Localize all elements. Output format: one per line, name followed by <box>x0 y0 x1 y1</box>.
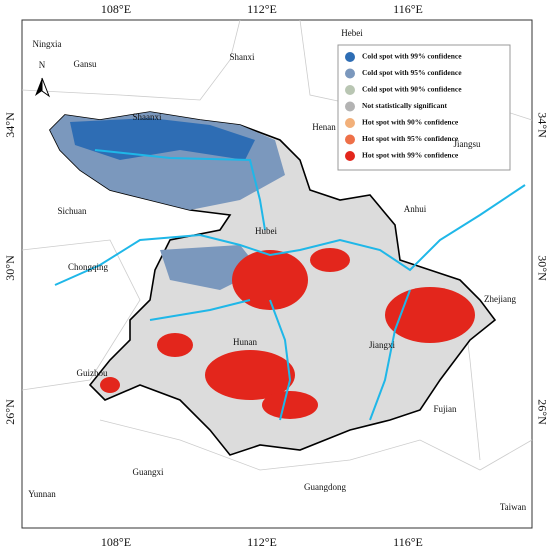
legend-box <box>337 44 511 171</box>
region-label: Hunan <box>233 337 257 347</box>
legend-swatch <box>345 52 355 62</box>
region-label: Ningxia <box>33 39 62 49</box>
legend-label: Not statistically significant <box>362 101 447 110</box>
region-label: Gansu <box>74 59 97 69</box>
legend-label: Cold spot with 99% confidence <box>362 52 462 61</box>
region-label: Fujian <box>433 404 457 414</box>
legend-swatch <box>345 134 355 145</box>
lat-label: 30°N <box>3 255 17 281</box>
lon-label: 116°E <box>393 535 423 549</box>
lat-label: 26°N <box>3 399 17 425</box>
lon-label: 112°E <box>247 2 277 16</box>
legend-label: Hot spot with 95% confidence <box>362 134 459 143</box>
region-label: Yunnan <box>28 489 56 499</box>
lon-label: 116°E <box>393 2 423 16</box>
region-label: Hebei <box>341 28 363 38</box>
legend-swatch <box>345 151 355 161</box>
lon-label: 112°E <box>247 535 277 549</box>
legend-swatch <box>345 101 355 112</box>
legend-label: Hot spot with 99% confidence <box>362 151 459 160</box>
north-arrow: N <box>35 60 51 98</box>
arrow-right <box>41 77 51 98</box>
region-label: Jiangxi <box>369 340 395 350</box>
region-label: Chongqing <box>68 262 109 272</box>
legend-swatch <box>345 68 355 79</box>
region-label: Guizhou <box>77 368 108 378</box>
hot-zones <box>100 248 475 419</box>
region-label: Anhui <box>404 204 427 214</box>
legend-label: Hot spot with 90% confidence <box>362 118 459 127</box>
region-label: Henan <box>312 122 336 132</box>
lon-label: 108°E <box>101 2 131 16</box>
lat-label: 30°N <box>535 255 549 281</box>
legend-swatch <box>345 118 355 128</box>
region-label: Zhejiang <box>484 294 516 304</box>
region-label: Sichuan <box>58 206 87 216</box>
legend-label: Cold spot with 90% confidence <box>362 85 462 94</box>
region-label: Hubei <box>255 226 277 236</box>
region-label: Guangxi <box>133 467 164 477</box>
lat-label: 34°N <box>535 112 549 138</box>
legend: Cold spot with 99% confidence Cold spot w… <box>337 44 511 171</box>
lon-label: 108°E <box>101 535 131 549</box>
north-label: N <box>39 60 46 70</box>
legend-swatch <box>345 85 355 95</box>
region-label: Guangdong <box>304 482 346 492</box>
legend-label: Cold spot with 95% confidence <box>362 68 462 77</box>
region-label: Jiangsu <box>454 139 482 149</box>
lat-label: 26°N <box>535 399 549 425</box>
cold-core <box>70 118 255 160</box>
region-label: Shaanxi <box>133 112 162 122</box>
rivers <box>54 149 526 421</box>
lat-label: 34°N <box>3 112 17 138</box>
arrow-left <box>35 78 42 96</box>
region-label: Taiwan <box>500 502 527 512</box>
region-label: Shanxi <box>229 52 255 62</box>
